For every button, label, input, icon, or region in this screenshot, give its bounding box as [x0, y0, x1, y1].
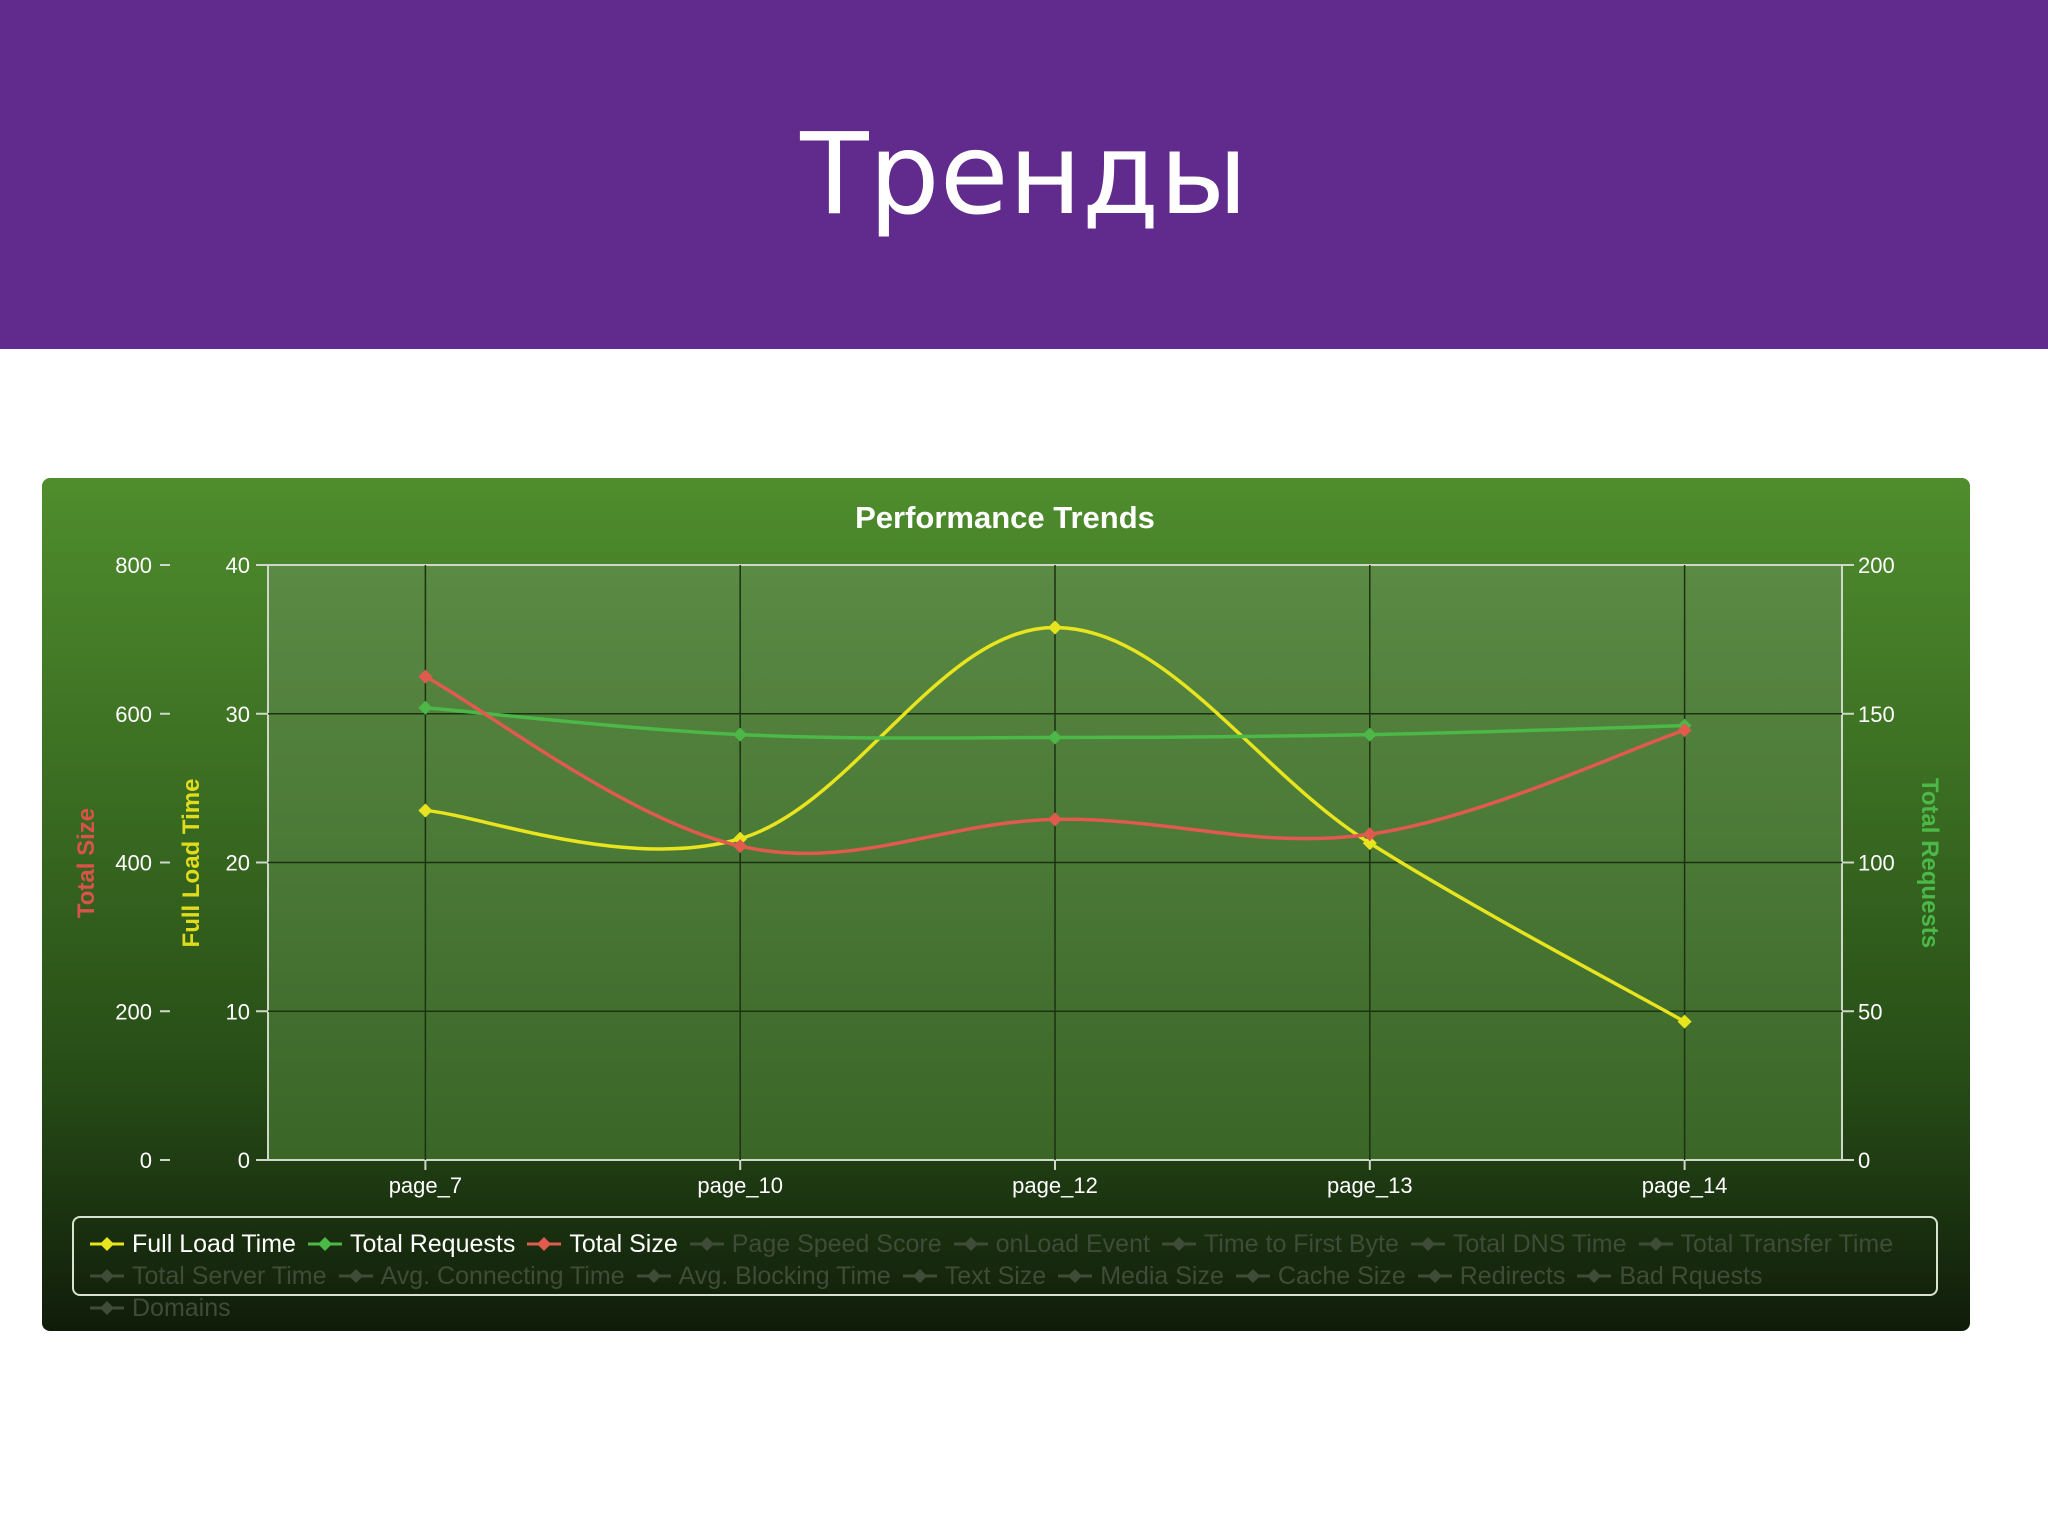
total-requests-axis-tick-label: 200 — [1858, 553, 1895, 578]
total-requests-axis-tick-label: 150 — [1858, 702, 1895, 727]
x-tick-label: page_14 — [1642, 1173, 1728, 1198]
legend-marker-icon — [1058, 1269, 1093, 1283]
legend-item-avg-blocking-time[interactable]: Avg. Blocking Time — [636, 1260, 891, 1292]
total-size-axis-tick-label: 200 — [115, 999, 152, 1024]
total-requests-axis-tick-label: 0 — [1858, 1148, 1870, 1173]
full-load-time-axis-tick-label: 20 — [226, 851, 250, 876]
total-size-axis-tick-label: 400 — [115, 851, 152, 876]
data-point-total-size[interactable] — [1677, 723, 1692, 738]
legend-item-total-transfer-time[interactable]: Total Transfer Time — [1638, 1228, 1894, 1260]
full-load-time-axis-tick-label: 40 — [226, 553, 250, 578]
legend-item-bad-rquests[interactable]: Bad Rquests — [1577, 1260, 1762, 1292]
legend-item-cache-size[interactable]: Cache Size — [1235, 1260, 1406, 1292]
legend-marker-icon — [527, 1237, 562, 1251]
legend-item-label: Cache Size — [1277, 1262, 1406, 1290]
legend-marker-icon — [1410, 1237, 1445, 1251]
legend-item-label: Total DNS Time — [1452, 1230, 1627, 1258]
chart-title: Performance Trends — [855, 500, 1155, 535]
data-point-full-load-time[interactable] — [1048, 620, 1062, 635]
data-point-full-load-time[interactable] — [733, 831, 748, 846]
legend-item-media-size[interactable]: Media Size — [1058, 1260, 1224, 1292]
data-point-full-load-time[interactable] — [1362, 836, 1377, 851]
legend-item-time-to-first-byte[interactable]: Time to First Byte — [1161, 1228, 1399, 1260]
data-point-full-load-time[interactable] — [1677, 1014, 1692, 1029]
slide-header — [0, 0, 2048, 349]
full-load-time-axis-tick-label: 30 — [226, 702, 250, 727]
data-point-total-requests[interactable] — [733, 727, 748, 742]
legend-marker-icon — [1235, 1269, 1270, 1283]
full-load-time-axis-tick-label: 0 — [238, 1148, 250, 1173]
data-point-total-requests[interactable] — [1362, 727, 1377, 742]
data-point-total-requests[interactable] — [418, 700, 433, 715]
data-point-total-size[interactable] — [418, 669, 433, 684]
data-point-full-load-time[interactable] — [418, 803, 433, 818]
legend-marker-icon — [338, 1269, 373, 1283]
legend-item-total-size[interactable]: Total Size — [527, 1228, 678, 1260]
legend-item-redirects[interactable]: Redirects — [1417, 1260, 1566, 1292]
legend-marker-icon — [90, 1237, 124, 1251]
x-tick-label: page_13 — [1327, 1173, 1413, 1198]
total-size-axis-tick-label: 0 — [140, 1148, 152, 1173]
chart-legend: Full Load Time Total Requests Total Size Pa… — [72, 1216, 1938, 1322]
legend-item-total-dns-time[interactable]: Total DNS Time — [1410, 1228, 1627, 1260]
legend-marker-icon — [307, 1237, 342, 1251]
data-point-total-requests[interactable] — [1048, 730, 1062, 745]
legend-item-text-size[interactable]: Text Size — [902, 1260, 1047, 1292]
performance-chart: Performance Trends Total Size Full Load … — [73, 500, 1943, 1198]
legend-item-label: Redirects — [1459, 1262, 1566, 1290]
total-requests-axis-tick-label: 100 — [1858, 851, 1895, 876]
data-point-total-size[interactable] — [733, 839, 748, 854]
total-size-axis-tick-label: 600 — [115, 702, 152, 727]
legend-item-label: Total Server Time — [132, 1262, 327, 1290]
legend-item-label: Full Load Time — [132, 1230, 296, 1258]
legend-item-total-server-time[interactable]: Total Server Time — [90, 1260, 327, 1292]
legend-item-label: Avg. Connecting Time — [380, 1262, 625, 1290]
legend-item-label: Avg. Blocking Time — [678, 1262, 891, 1290]
slide-title: Тренды — [800, 109, 1248, 240]
legend-item-total-requests[interactable]: Total Requests — [307, 1228, 516, 1260]
legend-item-label: Page Speed Score — [731, 1230, 942, 1258]
legend-item-label: Bad Rquests — [1619, 1262, 1763, 1290]
legend-item-label: Total Transfer Time — [1680, 1230, 1894, 1258]
total-size-axis-tick-label: 800 — [115, 553, 152, 578]
legend-marker-icon — [1638, 1237, 1673, 1251]
legend-item-label: Total Size — [569, 1230, 678, 1258]
legend-marker-icon — [1417, 1269, 1452, 1283]
legend-marker-icon — [1577, 1269, 1612, 1283]
total-requests-axis-tick-label: 50 — [1858, 999, 1882, 1024]
legend-item-label: Total Requests — [349, 1230, 516, 1258]
legend-marker-icon — [90, 1301, 124, 1315]
data-point-total-size[interactable] — [1362, 827, 1377, 842]
axis-label-total-size: Total Size — [73, 808, 100, 918]
legend-item-label: Text Size — [944, 1262, 1047, 1290]
legend-item-page-speed-score[interactable]: Page Speed Score — [689, 1228, 942, 1260]
chart-panel: Performance Trends Total Size Full Load … — [42, 478, 1970, 1331]
legend-marker-icon — [90, 1269, 124, 1283]
axis-label-total-requests: Total Requests — [1916, 778, 1943, 948]
legend-marker-icon — [902, 1269, 937, 1283]
legend-item-full-load-time[interactable]: Full Load Time — [90, 1228, 296, 1260]
legend-item-avg-connecting-time[interactable]: Avg. Connecting Time — [338, 1260, 625, 1292]
legend-marker-icon — [689, 1237, 724, 1251]
full-load-time-axis-tick-label: 10 — [226, 999, 250, 1024]
legend-marker-icon — [636, 1269, 671, 1283]
legend-marker-icon — [953, 1237, 988, 1251]
legend-marker-icon — [1161, 1237, 1196, 1251]
legend-item-onload-event[interactable]: onLoad Event — [953, 1228, 1150, 1260]
legend-item-label: onLoad Event — [995, 1230, 1150, 1258]
x-tick-label: page_7 — [389, 1173, 462, 1198]
data-point-total-size[interactable] — [1048, 812, 1062, 827]
legend-item-label: Domains — [132, 1294, 231, 1322]
legend-item-domains[interactable]: Domains — [90, 1292, 231, 1324]
legend-item-label: Media Size — [1100, 1262, 1224, 1290]
axis-label-full-load-time: Full Load Time — [178, 779, 205, 948]
x-tick-label: page_12 — [1012, 1173, 1098, 1198]
legend-item-label: Time to First Byte — [1203, 1230, 1399, 1258]
x-tick-label: page_10 — [697, 1173, 783, 1198]
